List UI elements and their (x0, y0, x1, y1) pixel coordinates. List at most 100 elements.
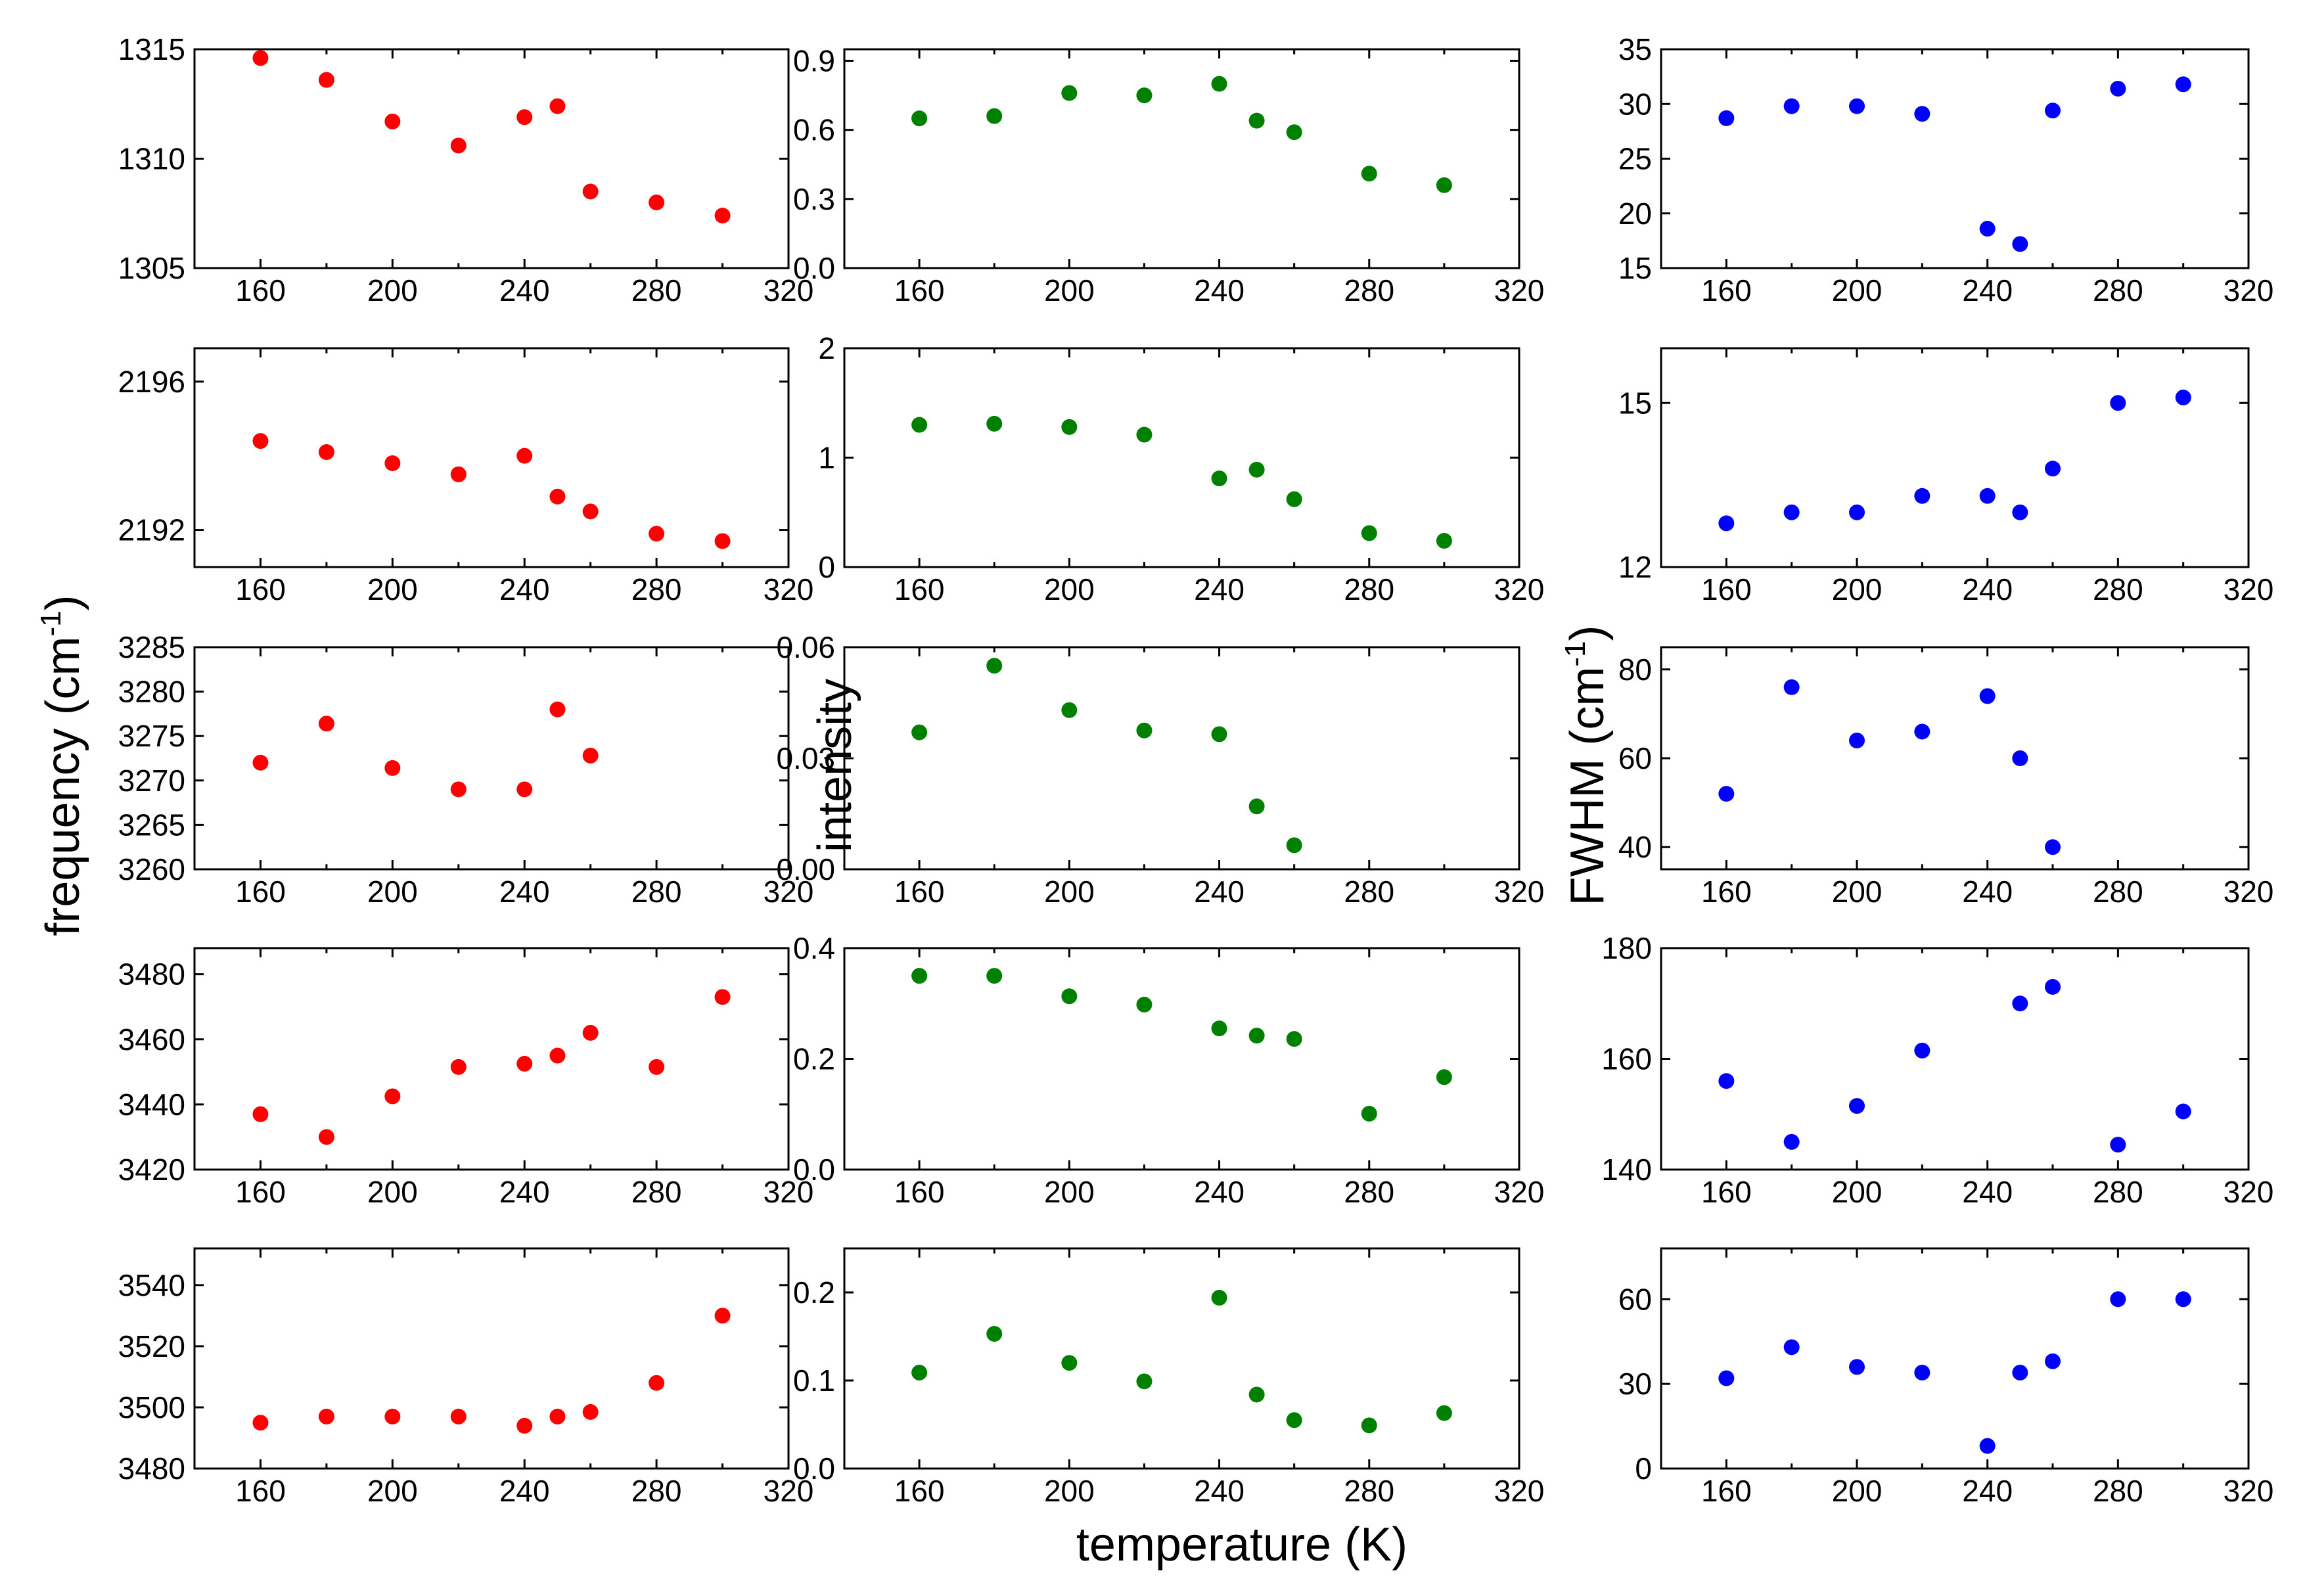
x-tick-label: 160 (1701, 875, 1752, 909)
data-point (1914, 1042, 1930, 1059)
x-tick-label: 160 (235, 875, 286, 909)
data-point (1248, 461, 1265, 478)
data-point (986, 968, 1003, 984)
data-point (2012, 504, 2028, 520)
x-tick-label: 160 (894, 1175, 945, 1209)
data-point (1849, 732, 1865, 748)
data-point (1361, 1105, 1377, 1122)
data-point (384, 1088, 401, 1105)
data-point (649, 526, 665, 542)
y-tick-label: 3480 (118, 957, 185, 992)
data-point (1286, 1031, 1302, 1047)
data-point (516, 1417, 533, 1434)
x-tick-label: 200 (1832, 572, 1883, 606)
data-point (549, 488, 566, 505)
x-tick-label: 240 (1962, 273, 2013, 308)
data-point (1211, 1290, 1227, 1306)
x-tick-label: 320 (764, 572, 814, 606)
plot-frame (1660, 646, 2250, 871)
data-point (1783, 1133, 1800, 1150)
data-point (1436, 533, 1452, 549)
data-point (1436, 1069, 1452, 1085)
y-tick-label: 3520 (118, 1329, 185, 1363)
data-point (1914, 106, 1930, 122)
x-tick-label: 200 (1832, 1175, 1883, 1209)
x-tick-label: 320 (2224, 572, 2274, 606)
y-tick-label: 30 (1618, 87, 1652, 121)
data-point (911, 1364, 928, 1380)
plot-frame (193, 1247, 790, 1470)
data-point (252, 754, 269, 771)
y-tick-label: 3280 (118, 675, 185, 709)
plot-frame (193, 48, 790, 269)
plot-frame (843, 48, 1520, 269)
data-point (318, 1408, 334, 1425)
y-tick-label: 3260 (118, 852, 185, 886)
data-point (252, 433, 269, 449)
x-tick-label: 320 (764, 1474, 814, 1508)
data-point (450, 781, 467, 798)
panel-frequency-row2: 160 200 240 280 320 3260 3265 3270 3275 3280 3285 (118, 630, 814, 909)
data-point (2012, 995, 2028, 1012)
x-tick-label: 200 (1044, 875, 1095, 909)
y-tick-label: 3480 (118, 1451, 185, 1486)
data-point (549, 701, 566, 718)
data-point (2012, 750, 2028, 766)
x-tick-label: 320 (764, 875, 814, 909)
data-point (1136, 426, 1153, 443)
y-axis-title-fwhm: FWHM (cm-1) (1559, 626, 1614, 906)
y-tick-label: 60 (1618, 1282, 1652, 1316)
y-tick-label: 35 (1618, 32, 1652, 66)
data-point (2045, 461, 2061, 477)
data-point (1248, 1386, 1265, 1403)
data-point (2045, 978, 2061, 995)
data-point (2110, 1137, 2126, 1153)
y-tick-label: 3540 (118, 1268, 185, 1302)
x-tick-label: 160 (235, 572, 286, 606)
x-tick-label: 200 (1832, 273, 1883, 308)
panel-frequency-row4: 160 200 240 280 320 3480 3500 3520 3540 (118, 1247, 814, 1508)
x-tick-label: 240 (1194, 572, 1245, 606)
y-tick-label: 0.06 (776, 630, 835, 664)
x-tick-label: 280 (1344, 572, 1394, 606)
plot-frame (1660, 947, 2250, 1171)
plot-frame (843, 646, 1520, 871)
y-tick-label: 1315 (118, 32, 185, 66)
data-point (1061, 988, 1078, 1005)
x-tick-label: 280 (1344, 1474, 1394, 1508)
data-point (1136, 722, 1153, 739)
data-point (1361, 166, 1377, 182)
plot-frame (1660, 347, 2250, 568)
panel-fwhm-row0: 160 200 240 280 320 15 20 25 30 35 (1618, 32, 2274, 308)
x-tick-label: 160 (235, 1175, 286, 1209)
data-point (1248, 798, 1265, 815)
data-point (1783, 98, 1800, 114)
panel-fwhm-row3: 160 200 240 280 320 140 160 180 (1601, 931, 2273, 1209)
data-point (1979, 688, 1996, 704)
x-tick-label: 320 (1494, 1474, 1545, 1508)
x-tick-label: 200 (367, 572, 418, 606)
y-tick-label: 1310 (118, 142, 185, 176)
x-tick-label: 240 (1962, 875, 2013, 909)
x-tick-label: 160 (1701, 1474, 1752, 1508)
x-tick-label: 200 (367, 1474, 418, 1508)
x-tick-label: 280 (2093, 1175, 2143, 1209)
data-point (516, 1055, 533, 1072)
y-tick-label: 180 (1601, 931, 1652, 965)
x-tick-label: 200 (1044, 273, 1095, 308)
data-point (582, 747, 599, 764)
x-tick-label: 280 (1344, 273, 1394, 308)
data-point (384, 455, 401, 471)
data-point (1136, 1373, 1153, 1390)
x-tick-label: 200 (1044, 1474, 1095, 1508)
panel-intensity-row1: 160 200 240 280 320 0 1 2 (818, 331, 1544, 606)
data-point (1248, 112, 1265, 129)
x-tick-label: 160 (1701, 1175, 1752, 1209)
x-tick-label: 320 (764, 1175, 814, 1209)
data-point (1211, 1020, 1227, 1037)
y-tick-label: 0.2 (793, 1275, 835, 1310)
data-point (2012, 1364, 2028, 1380)
data-point (1286, 1412, 1302, 1428)
x-tick-label: 280 (2093, 572, 2143, 606)
